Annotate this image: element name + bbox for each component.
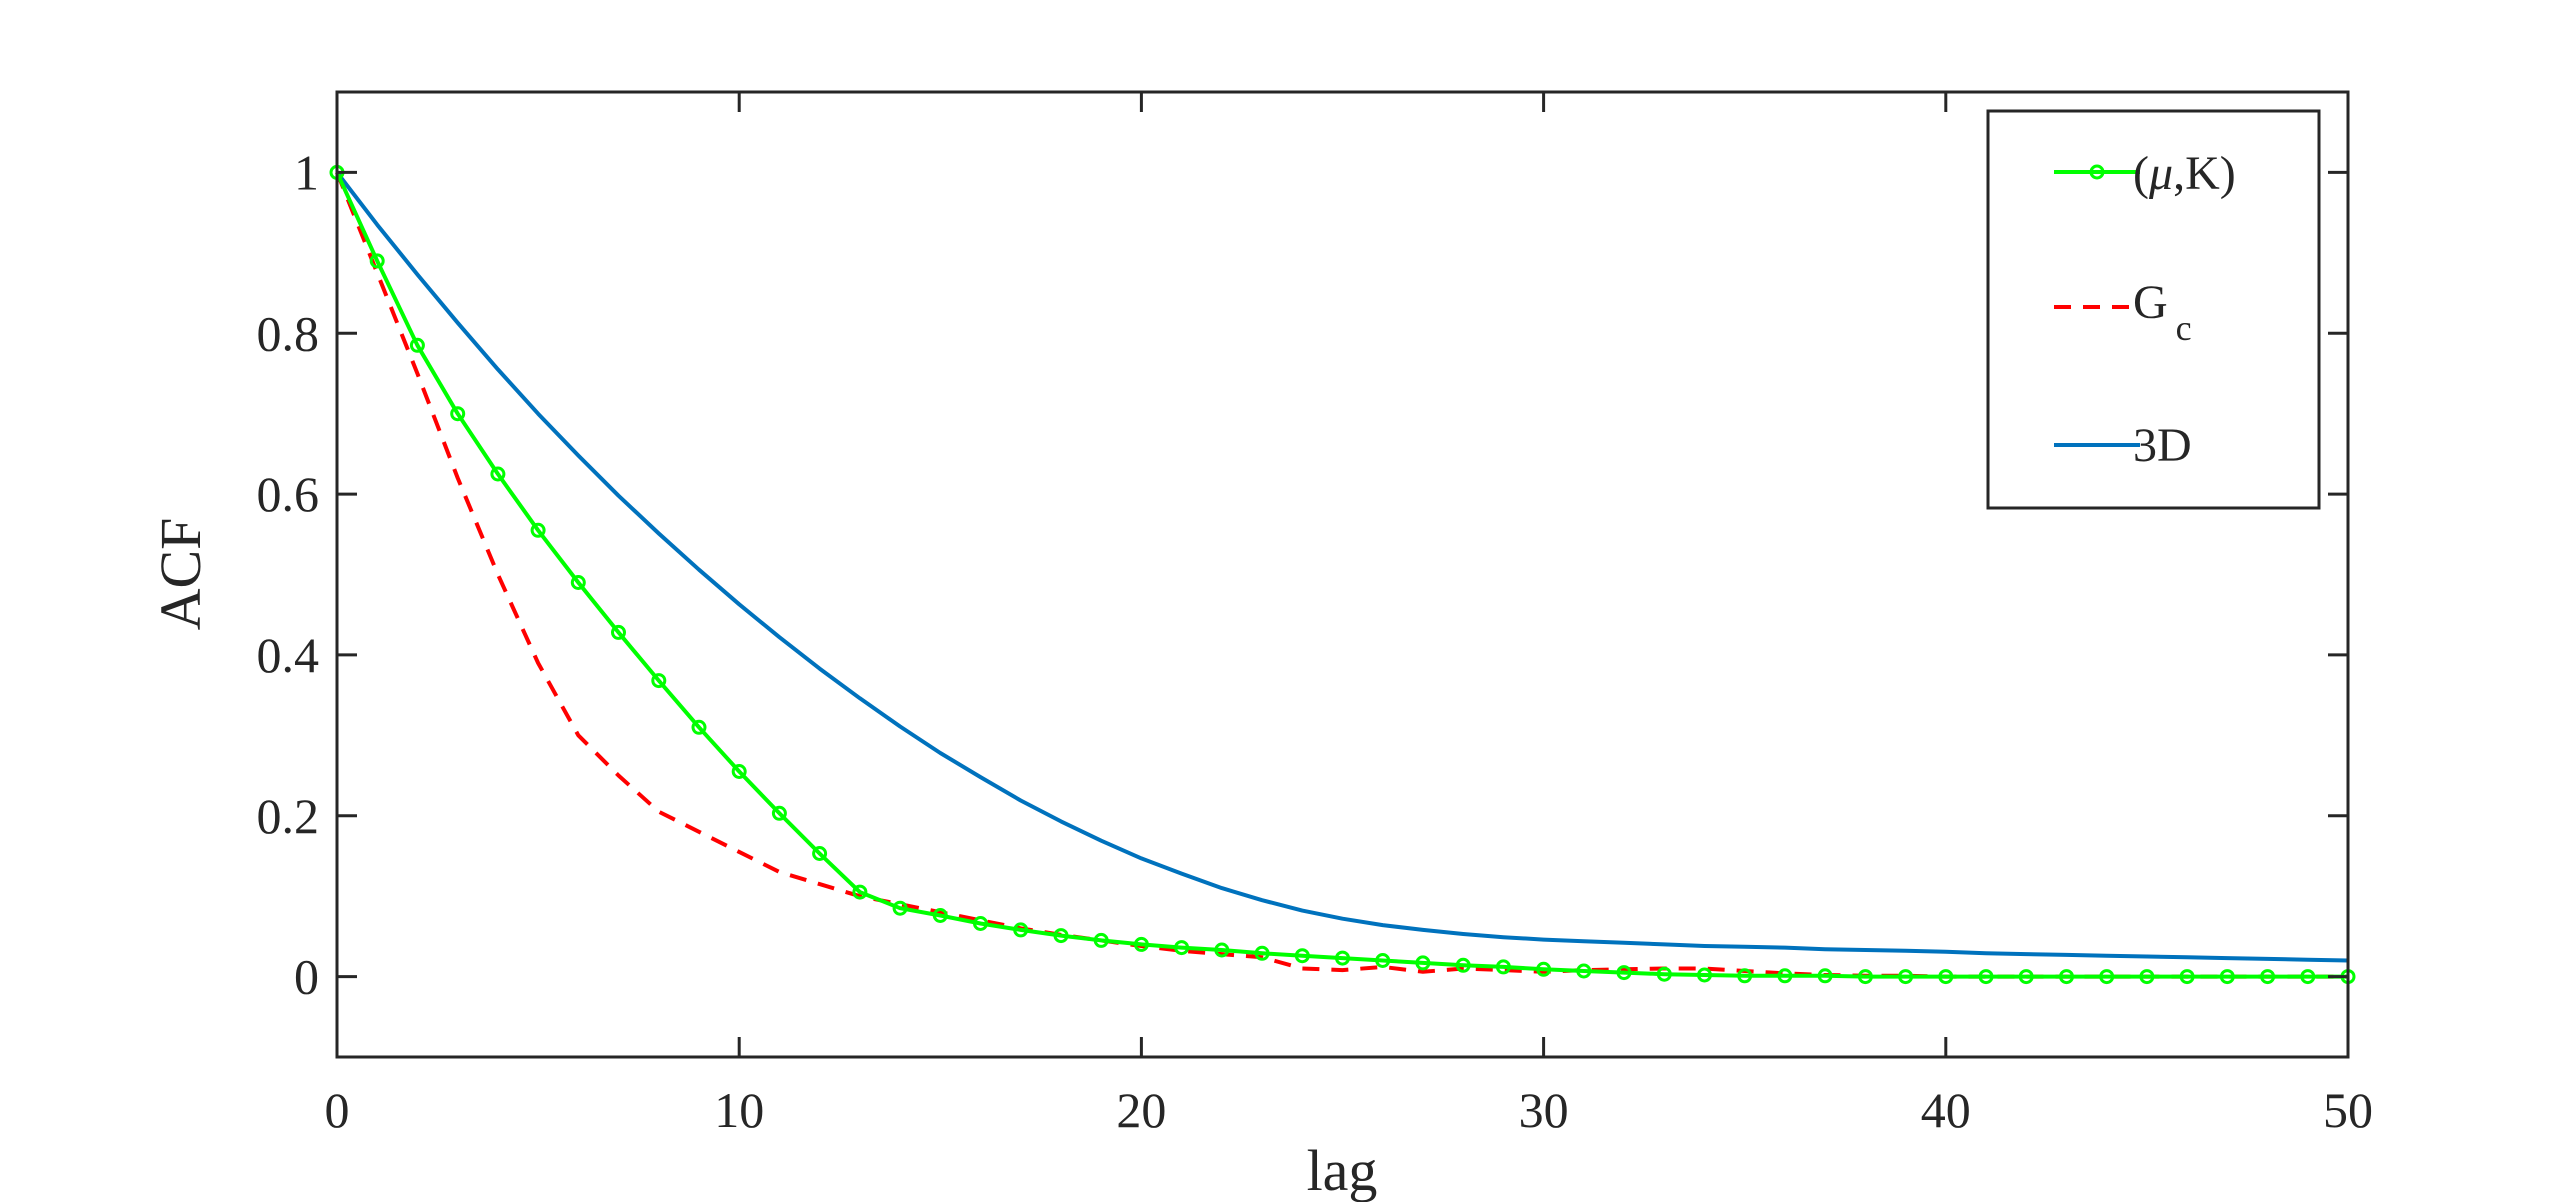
series-point: [1737, 968, 1753, 984]
legend-gc-main: G: [2133, 276, 2168, 329]
series-point: [2018, 969, 2034, 985]
series-point: [1978, 969, 1994, 985]
series-layer: [329, 164, 2356, 985]
series-point: [1697, 967, 1712, 983]
x-tick-label: 30: [1519, 1082, 1569, 1138]
series-point: [1254, 945, 1270, 961]
series-point: [1777, 968, 1793, 984]
legend-mu-rest: ,K): [2173, 147, 2236, 200]
legend-box: [1986, 109, 2321, 510]
y-tick-label: 0: [294, 949, 319, 1005]
series-point: [2059, 969, 2074, 985]
y-tick-label: 0.6: [257, 466, 320, 522]
y-tick-label: 0.2: [257, 788, 320, 844]
x-axis-label: lag: [1307, 1138, 1378, 1202]
legend-gc-subscript: c: [2176, 308, 2192, 348]
series-point: [490, 466, 506, 482]
series-point: [691, 719, 707, 735]
series-point: [1576, 963, 1592, 979]
series-point: [1656, 966, 1672, 982]
series-point: [1174, 940, 1190, 956]
y-tick-label: 0.4: [257, 627, 320, 683]
series-point: [731, 764, 747, 779]
series-point: [892, 900, 908, 916]
series-point: [450, 406, 466, 422]
series-point: [651, 673, 667, 689]
axes-box: [335, 90, 2350, 1059]
series-point: [1294, 948, 1310, 964]
series-point: [2139, 969, 2155, 985]
x-tick-label: 50: [2323, 1082, 2373, 1138]
legend-label-3d: 3D: [2133, 419, 2192, 472]
series-point: [1898, 969, 1914, 985]
series-point: [369, 253, 385, 269]
series-point: [1415, 955, 1431, 971]
series-point: [409, 337, 425, 353]
legend-mu-open-paren: (: [2133, 147, 2149, 200]
series-point: [2300, 969, 2316, 985]
series-point: [932, 908, 948, 923]
series-point: [1536, 961, 1552, 977]
series-point: [1335, 950, 1350, 966]
series-point: [1938, 969, 1954, 985]
legend-marker-mu-k: [2089, 164, 2105, 180]
series-point: [771, 805, 787, 821]
series-point: [530, 522, 546, 538]
series-point: [1093, 932, 1109, 948]
series-point: [1857, 969, 1873, 985]
series-point: [1133, 936, 1149, 952]
y-tick-label: 1: [294, 144, 319, 200]
series-line-2: [335, 171, 2349, 963]
series-point: [812, 846, 828, 861]
series-point: [2219, 969, 2235, 985]
series-point: [1214, 942, 1230, 958]
series-point: [1817, 968, 1833, 984]
legend-label-mu-k: (μ,K): [2133, 147, 2236, 200]
series-point: [1495, 959, 1511, 975]
x-tick-label: 40: [1921, 1082, 1971, 1138]
series-point: [2099, 969, 2115, 985]
x-tick-label: 20: [1116, 1082, 1166, 1138]
series-point: [1616, 965, 1632, 981]
series-point: [2260, 969, 2276, 985]
series-point: [1455, 957, 1471, 973]
y-axis-label: ACF: [148, 518, 213, 631]
x-tick-label: 0: [325, 1082, 350, 1138]
y-tick-label: 0.8: [257, 305, 320, 361]
series-line-0: [335, 171, 2348, 979]
series-point: [570, 575, 586, 590]
legend-mu-symbol: μ: [2148, 147, 2173, 200]
series-point: [2179, 969, 2195, 985]
series-point: [1013, 922, 1029, 938]
series-point: [852, 884, 868, 900]
x-tick-label: 10: [714, 1082, 764, 1138]
series-point: [1053, 928, 1069, 944]
tick-layer: 0 10 20 30 40 50 0 0.2 0.4 0.6 0.8 1: [257, 92, 2373, 1138]
series-point: [973, 916, 988, 931]
series-point: [1375, 953, 1391, 968]
series-point: [611, 624, 626, 640]
